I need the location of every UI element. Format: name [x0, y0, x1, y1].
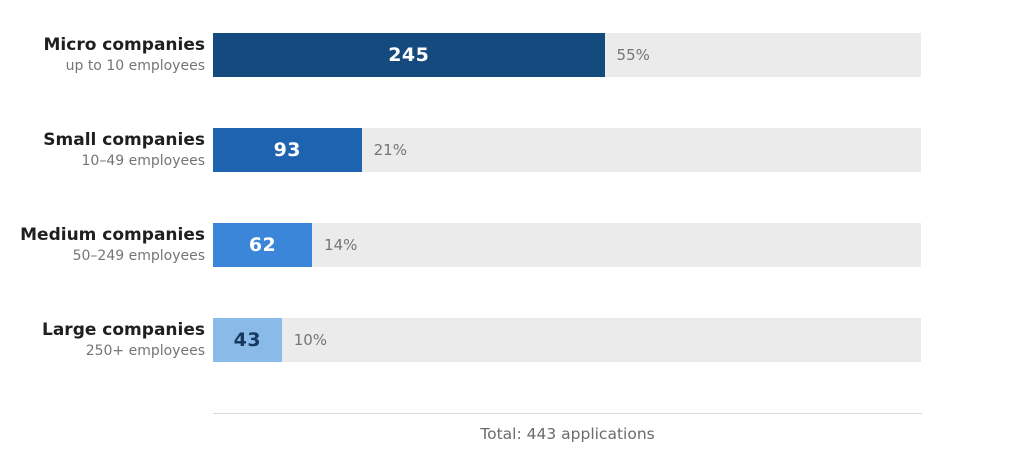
category-label: Large companies [42, 319, 205, 340]
bar-row-large: Large companies 250+ employees 43 10% [0, 318, 1024, 362]
category-sublabel: up to 10 employees [65, 57, 205, 74]
category-label-block: Large companies 250+ employees [0, 318, 205, 362]
category-label-block: Micro companies up to 10 employees [0, 33, 206, 77]
bar-track: 62 14% [213, 223, 921, 267]
category-label-block: Medium companies 50–249 employees [0, 223, 205, 267]
bar-row-small: Small companies 10–49 employees 93 21% [0, 128, 1024, 172]
category-label-block: Small companies 10–49 employees [0, 128, 205, 172]
category-label: Medium companies [20, 224, 205, 245]
bar-column: 93 21% [213, 128, 921, 172]
bar-column: 43 10% [213, 318, 921, 362]
bar-track: 93 21% [213, 128, 921, 172]
bar-percent-label: 10% [293, 331, 328, 349]
bar-track: 245 55% [213, 33, 921, 77]
bar-percent-label: 21% [373, 141, 407, 159]
bar-column: 62 14% [213, 223, 921, 267]
bar-value-label: 93 [273, 139, 302, 161]
bar-value-label: 245 [388, 44, 430, 66]
bar-fill: 62 [213, 223, 313, 267]
bar-fill: 43 [213, 318, 282, 362]
total-label: Total: 443 applications [480, 425, 655, 443]
bar-track: 43 10% [213, 318, 921, 362]
category-sublabel: 10–49 employees [81, 152, 205, 169]
bar-row-medium: Medium companies 50–249 employees 62 14% [0, 223, 1024, 267]
bar-column: 245 55% [213, 33, 921, 77]
bar-row-micro: Micro companies up to 10 employees 245 5… [0, 33, 1024, 77]
bar-value-label: 62 [248, 234, 277, 256]
category-sublabel: 50–249 employees [72, 247, 205, 264]
category-label: Micro companies [43, 34, 206, 55]
bar-fill: 245 [213, 33, 605, 77]
bar-percent-label: 14% [324, 236, 358, 254]
bar-fill: 93 [213, 128, 362, 172]
bar-percent-label: 55% [616, 46, 650, 64]
category-label: Small companies [43, 129, 205, 150]
category-sublabel: 250+ employees [85, 342, 205, 359]
bar-value-label: 43 [233, 329, 262, 351]
chart-footer: Total: 443 applications [213, 413, 922, 443]
